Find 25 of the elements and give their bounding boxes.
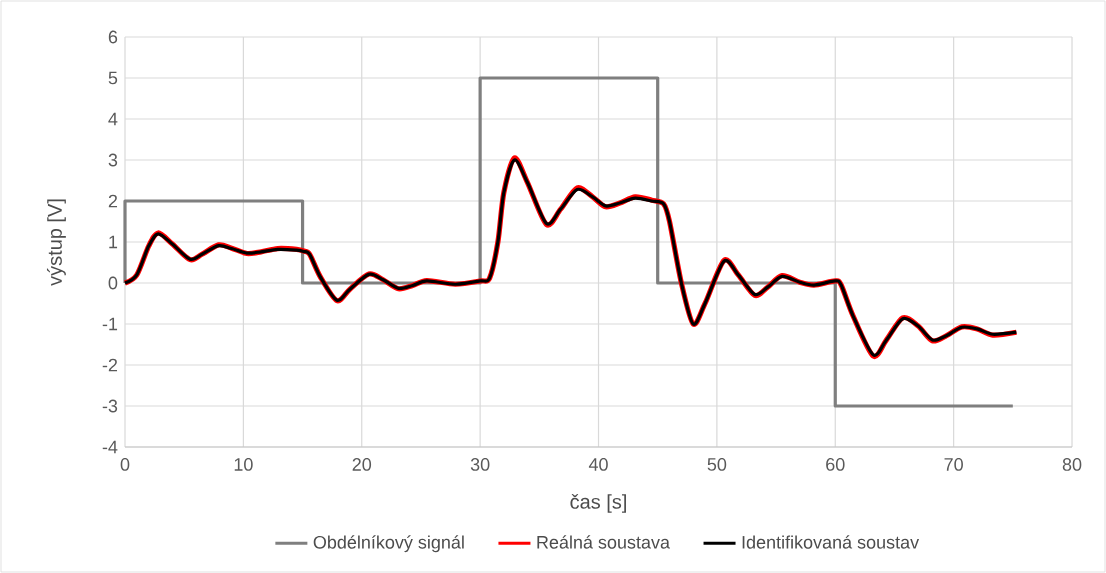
y-tick-label: 1 [109, 235, 118, 249]
x-tick-label: 70 [944, 458, 963, 471]
y-tick-label: -1 [102, 317, 118, 331]
x-axis-title: čas [s] [570, 494, 626, 513]
x-tick-label: 0 [120, 458, 130, 471]
x-tick-label: 20 [352, 458, 372, 471]
x-tick-label: 50 [707, 458, 727, 471]
y-tick-label: 6 [108, 30, 118, 44]
legend-label: Reálná soustava [537, 535, 670, 549]
x-tick-label: 60 [826, 458, 845, 471]
x-tick-label: 10 [234, 458, 253, 471]
y-axis-title: výstup [V] [46, 199, 66, 286]
y-tick-label: 3 [108, 153, 118, 167]
y-tick-label: 2 [108, 194, 118, 208]
x-tick-label: 80 [1062, 458, 1082, 471]
x-tick-label: 40 [588, 458, 608, 471]
y-tick-label: 0 [108, 276, 118, 290]
x-tick-label: 30 [470, 458, 490, 471]
y-tick-label: -4 [102, 440, 118, 454]
y-tick-label: -2 [102, 358, 118, 372]
legend-label: Identifikovaná soustav [742, 535, 920, 549]
y-tick-label: 4 [108, 112, 118, 126]
y-tick-label: 5 [108, 71, 118, 85]
legend-label: Obdélníkový signál [313, 535, 464, 553]
y-tick-label: -3 [102, 399, 118, 413]
